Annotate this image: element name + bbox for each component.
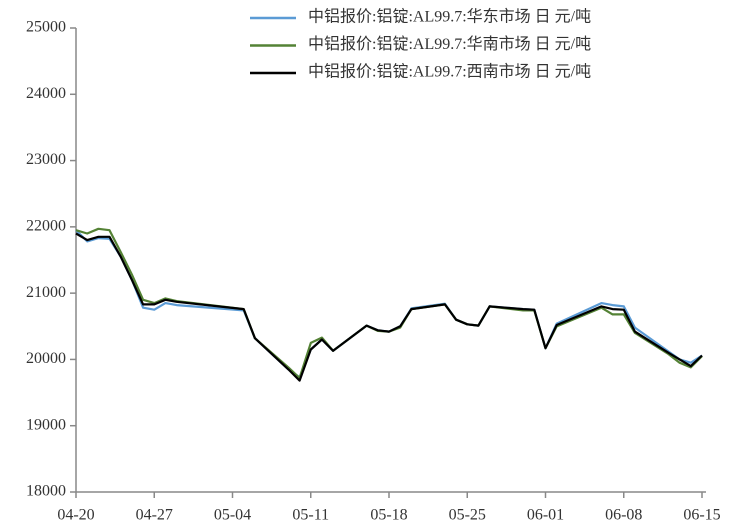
- series-line: [75, 229, 703, 379]
- y-tick-label: 19000: [26, 416, 66, 433]
- x-tick-label: 06-08: [605, 507, 642, 524]
- x-tick-label: 05-04: [214, 507, 251, 524]
- x-tick-label: 05-25: [449, 507, 486, 524]
- legend-label: 中铝报价:铝锭:AL99.7:华南市场 日 元/吨: [308, 35, 591, 53]
- y-tick-label: 23000: [26, 151, 66, 168]
- y-tick-label: 22000: [26, 218, 66, 235]
- x-tick-label: 04-27: [136, 507, 173, 524]
- y-tick-label: 24000: [26, 85, 66, 102]
- legend-label: 中铝报价:铝锭:AL99.7:西南市场 日 元/吨: [308, 63, 591, 81]
- y-tick-label: 21000: [26, 284, 66, 301]
- series-line: [75, 232, 703, 382]
- y-tick-label: 20000: [26, 350, 66, 367]
- x-tick-label: 06-01: [527, 507, 564, 524]
- x-tick-label: 05-18: [370, 507, 407, 524]
- x-tick-label: 04-20: [57, 507, 94, 524]
- y-tick-label: 18000: [26, 483, 66, 500]
- x-tick-label: 05-11: [292, 507, 329, 524]
- y-tick-label: 25000: [26, 19, 66, 36]
- x-tick-label: 06-15: [683, 507, 720, 524]
- legend-label: 中铝报价:铝锭:AL99.7:华东市场 日 元/吨: [308, 8, 591, 26]
